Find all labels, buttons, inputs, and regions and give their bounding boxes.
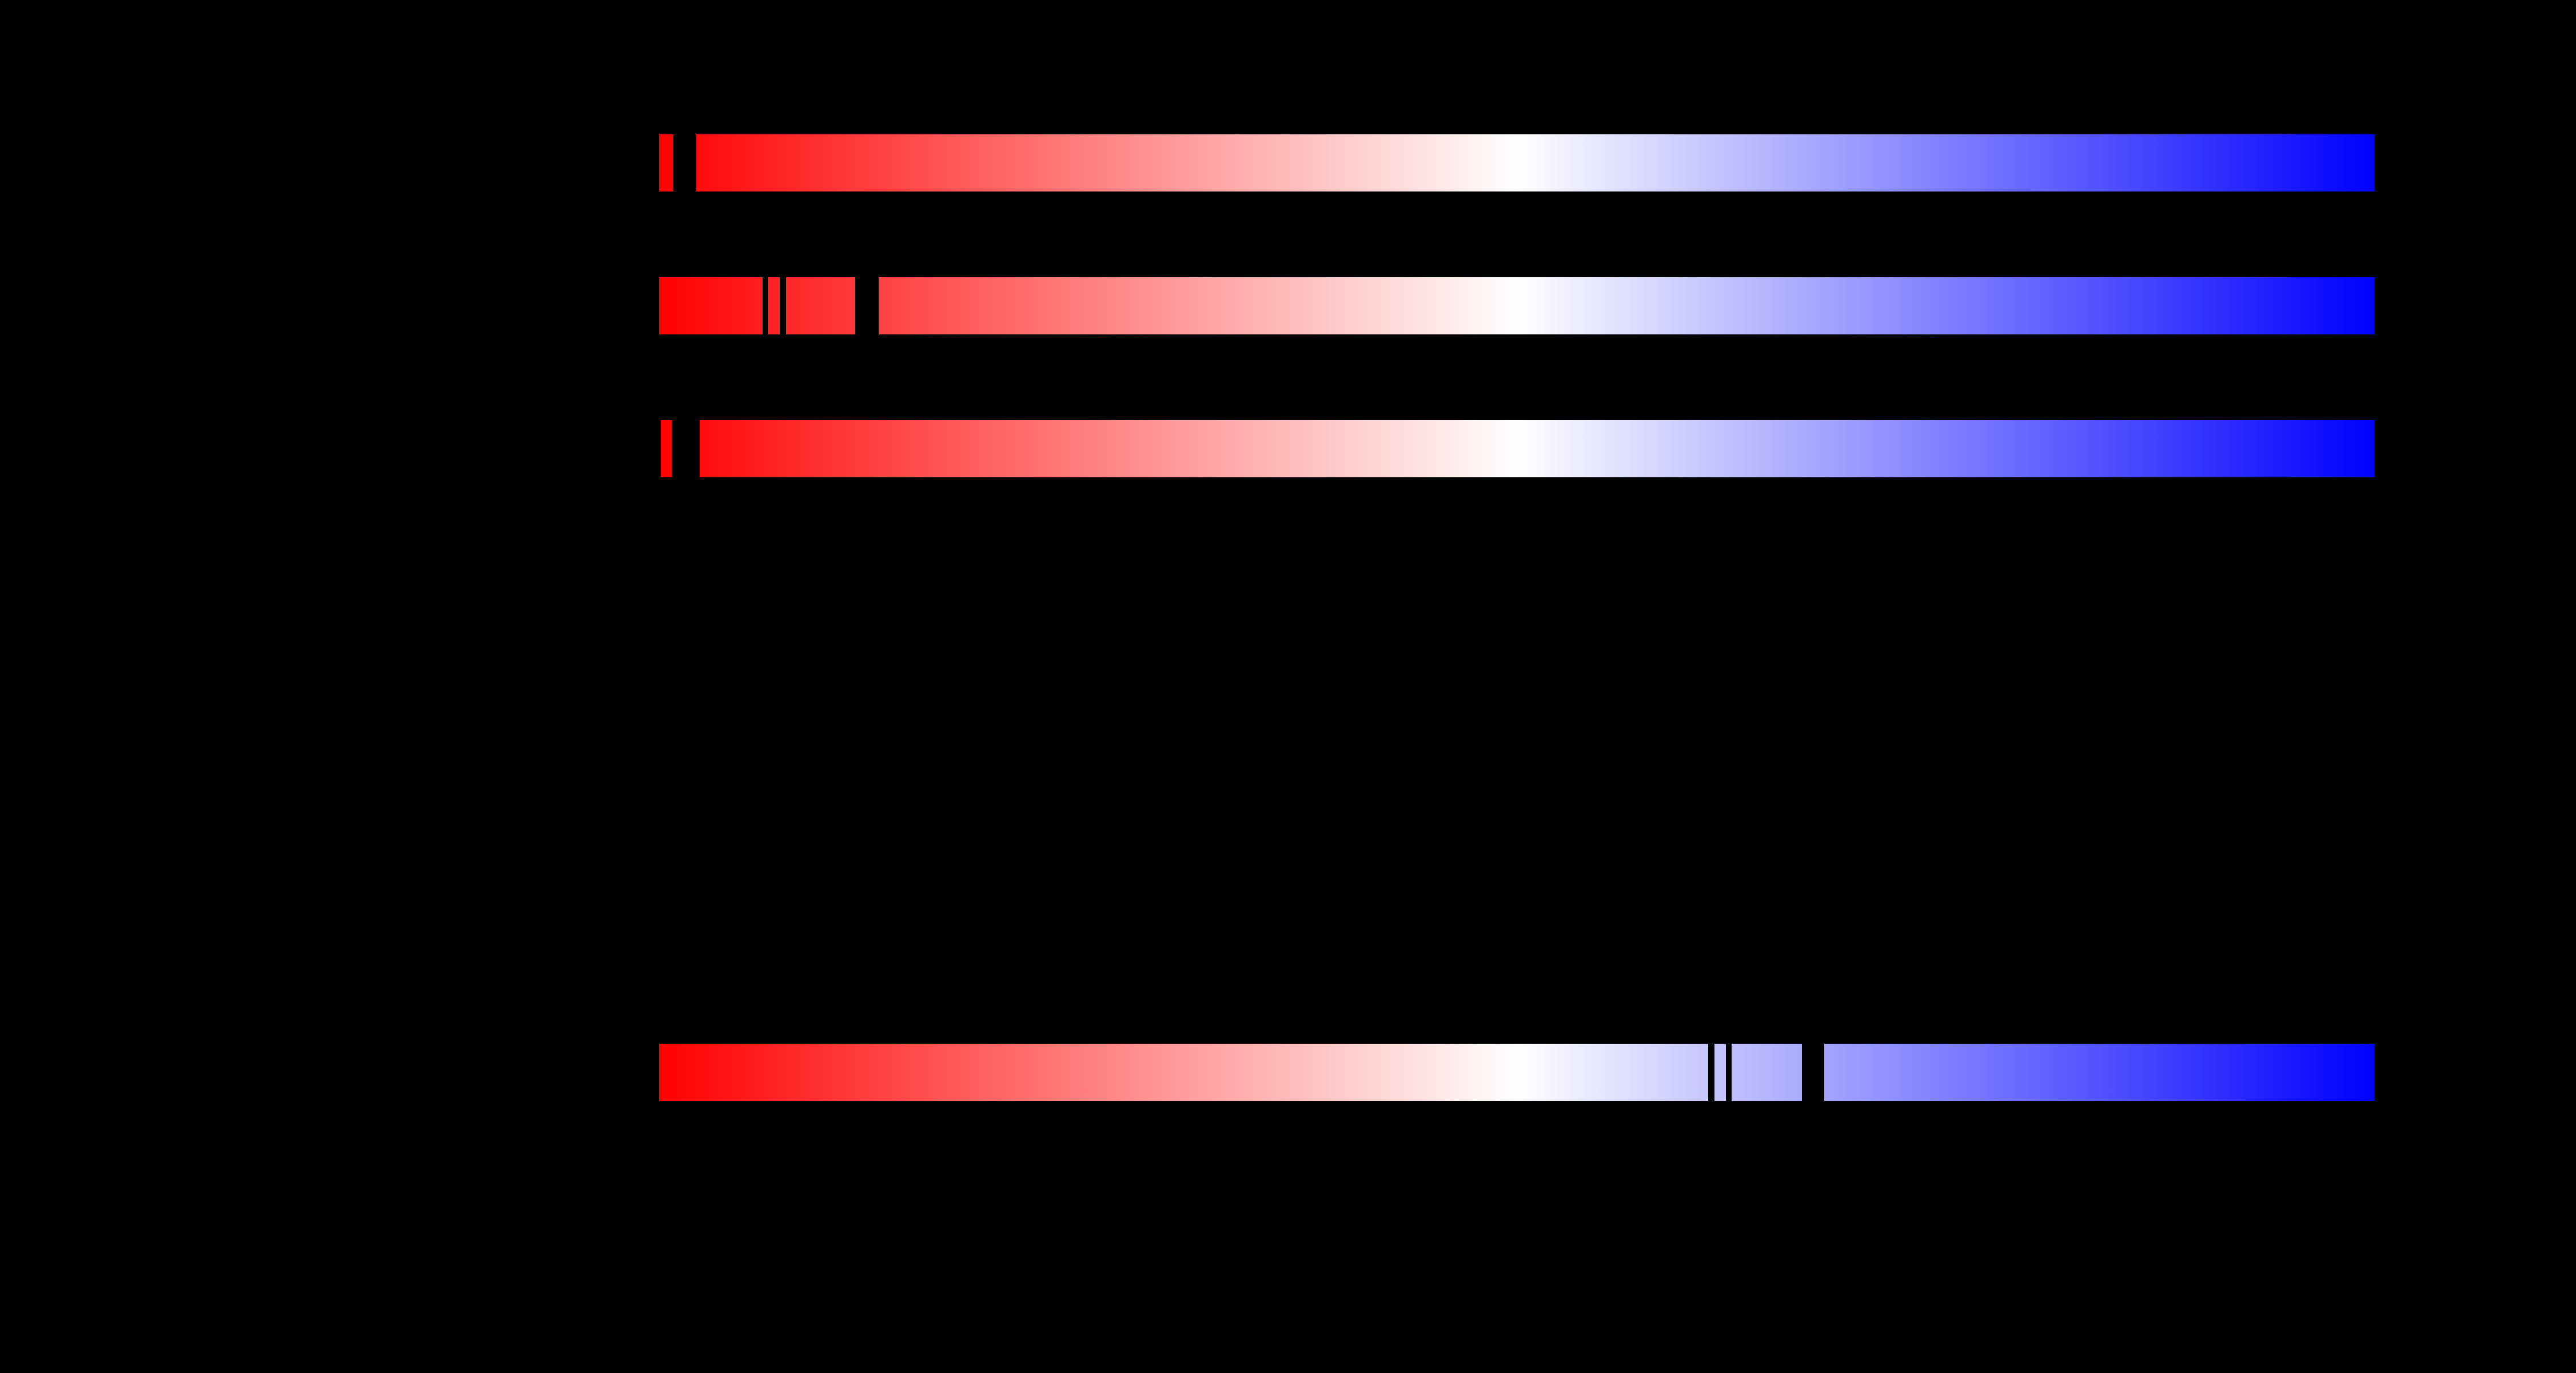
bar-gap-row-4: [1726, 1043, 1732, 1101]
bar-gap-row-4: [1802, 1043, 1824, 1101]
bar-gap-row-3: [672, 420, 700, 478]
gradient-bar-row-2: [659, 277, 2374, 335]
bar-gap-row-2: [780, 277, 786, 335]
gradient-bar-row-3: [659, 420, 2374, 478]
gradient-bar-row-1: [659, 134, 2374, 192]
gradient-bar-row-4: [659, 1043, 2374, 1101]
bar-gap-row-1: [673, 134, 696, 192]
bar-gap-row-2: [763, 277, 768, 335]
bar-gap-row-3: [659, 420, 661, 478]
bar-gap-row-4: [1708, 1043, 1714, 1101]
bar-gap-row-2: [855, 277, 879, 335]
